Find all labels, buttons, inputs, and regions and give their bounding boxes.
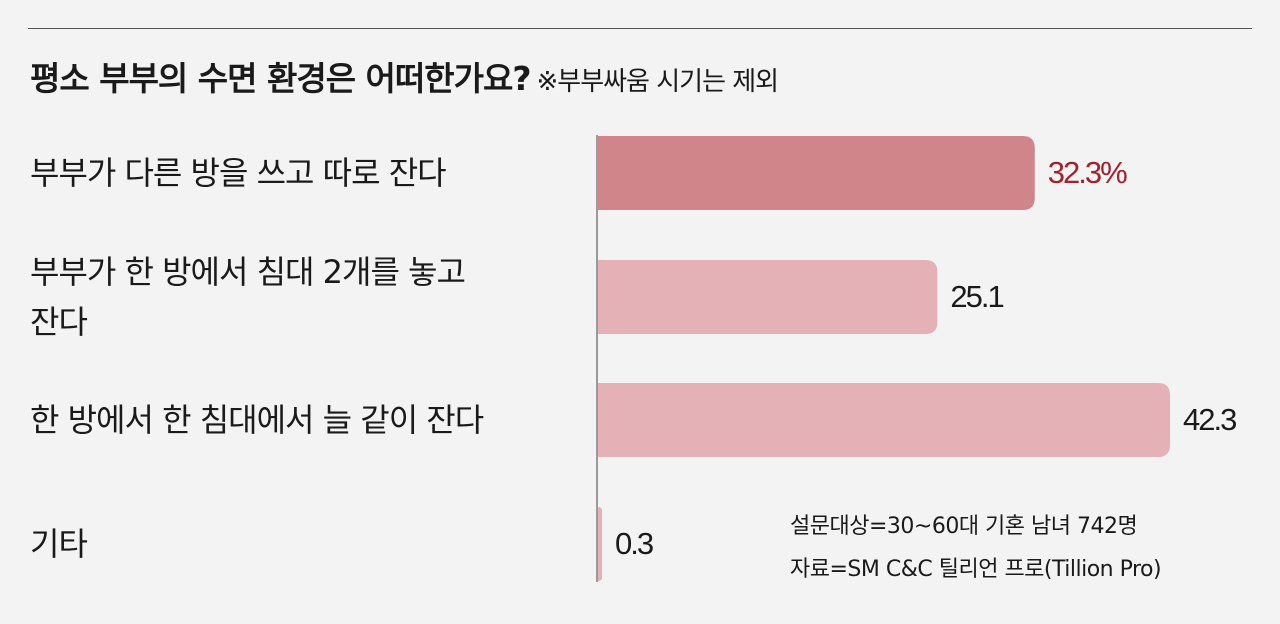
bar xyxy=(598,507,603,581)
chart-title: 평소 부부의 수면 환경은 어떠한가요? xyxy=(30,59,531,98)
category-label: 한 방에서 한 침대에서 늘 같이 잔다 xyxy=(30,401,484,439)
category-label: 부부가 한 방에서 침대 2개를 놓고 잔다 xyxy=(30,253,466,341)
top-rule xyxy=(28,28,1252,29)
value-label: 25.1 xyxy=(950,279,1003,314)
value-label: 42.3 xyxy=(1183,402,1236,437)
bar xyxy=(598,136,1035,210)
category-label: 부부가 다른 방을 쓰고 따로 잔다 xyxy=(30,154,447,192)
chart-subtitle: ※부부싸움 시기는 제외 xyxy=(536,67,780,97)
bar xyxy=(598,260,938,334)
title-block: 평소 부부의 수면 환경은 어떠한가요? ※부부싸움 시기는 제외 xyxy=(30,52,780,100)
bar xyxy=(598,383,1170,457)
value-label: 0.3 xyxy=(615,526,653,561)
source-note: 자료=SM C&C 틸리언 프로(Tillion Pro) xyxy=(790,557,1162,582)
value-label: 32.3% xyxy=(1048,155,1127,190)
category-label: 기타 xyxy=(30,525,88,563)
source-note: 설문대상=30~60대 기혼 남녀 742명 xyxy=(790,514,1138,539)
